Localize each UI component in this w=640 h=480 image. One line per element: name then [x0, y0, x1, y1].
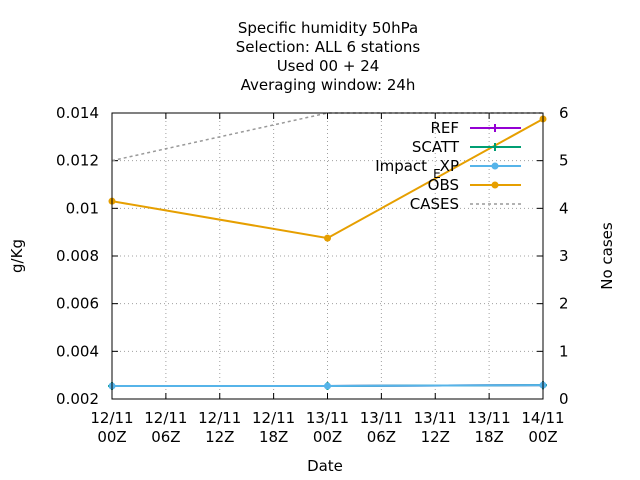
legend-label: OBS — [428, 176, 459, 194]
plot-area — [108, 112, 547, 391]
x-tick-label: 12/11 — [144, 409, 187, 427]
chart-title-line: Averaging window: 24h — [241, 76, 416, 94]
x-tick-label: 12Z — [205, 428, 234, 446]
y-tick-label: 0.004 — [56, 342, 99, 360]
legend-label: SCATT — [412, 138, 460, 156]
x-tick-label: 13/11 — [360, 409, 403, 427]
y-tick-label: 0.014 — [56, 104, 99, 122]
series-line — [111, 112, 543, 162]
series-cases — [111, 112, 543, 162]
y-tick-label: 0.01 — [66, 199, 99, 217]
x-tick-label: 06Z — [367, 428, 396, 446]
legend-item: CASES — [410, 195, 521, 213]
x-tick-label: 00Z — [313, 428, 342, 446]
legend-marker — [491, 143, 499, 151]
x-tick-label: 06Z — [151, 428, 180, 446]
x-axis-label: Date — [307, 457, 343, 475]
series-impact-exp — [108, 381, 547, 390]
series-line — [111, 118, 544, 240]
y2-tick-label: 6 — [559, 104, 569, 122]
legend-item: Impact EXP — [375, 157, 521, 181]
y2-tick-label: 4 — [559, 199, 569, 217]
y-tick-label: 0.002 — [56, 390, 99, 408]
legend-item: OBS — [428, 176, 521, 194]
chart-title-line: Specific humidity 50hPa — [238, 19, 418, 37]
y-axis-label: g/Kg — [8, 239, 26, 273]
grid — [112, 113, 543, 399]
y-tick-label: 0.012 — [56, 152, 99, 170]
legend-label: CASES — [410, 195, 459, 213]
x-tick-label: 14/11 — [521, 409, 564, 427]
x-tick-label: 12/11 — [198, 409, 241, 427]
x-tick-label: 13/11 — [414, 409, 457, 427]
x-tick-label: 12Z — [421, 428, 450, 446]
x-tick-label: 12/11 — [90, 409, 133, 427]
legend-marker — [491, 124, 499, 132]
y2-tick-label: 5 — [559, 152, 569, 170]
y2-tick-label: 1 — [559, 342, 569, 360]
y2-axis-label: No cases — [598, 222, 616, 290]
data-point — [324, 382, 331, 390]
data-point — [324, 234, 331, 242]
y-tick-label: 0.006 — [56, 295, 99, 313]
x-tick-label: 13/11 — [468, 409, 511, 427]
x-tick-label: 00Z — [528, 428, 557, 446]
y2-tick-label: 3 — [559, 247, 569, 265]
legend-marker — [491, 181, 499, 189]
x-tick-label: 00Z — [97, 428, 126, 446]
x-tick-label: 18Z — [259, 428, 288, 446]
y2-axis: 0 1 2 3 4 5 6 — [537, 104, 569, 408]
legend-item: REF — [430, 119, 521, 137]
chart-title-line: Used 00 + 24 — [277, 57, 380, 75]
x-axis: 12/1100Z12/1106Z12/1112Z12/1118Z13/1100Z… — [90, 113, 565, 446]
y2-tick-label: 0 — [559, 390, 569, 408]
legend-label: REF — [430, 119, 459, 137]
x-tick-label: 12/11 — [252, 409, 295, 427]
legend-item: SCATT — [412, 138, 521, 156]
y-axis: 0.002 0.004 0.006 0.008 0.01 0.012 0.014 — [56, 104, 118, 408]
series-obs — [108, 115, 547, 242]
legend-label: Impact EXP — [375, 157, 459, 181]
x-tick-label: 18Z — [474, 428, 503, 446]
plot-frame — [111, 112, 544, 400]
legend-marker — [491, 162, 499, 170]
chart-title-line: Selection: ALL 6 stations — [236, 38, 421, 56]
y2-tick-label: 2 — [559, 295, 569, 313]
x-tick-label: 13/11 — [306, 409, 349, 427]
y-tick-label: 0.008 — [56, 247, 99, 265]
